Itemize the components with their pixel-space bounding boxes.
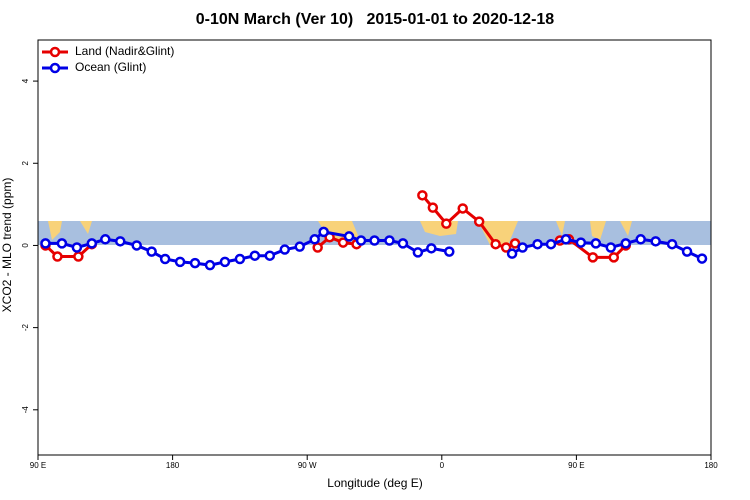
x-tick-label: 180 (166, 461, 180, 470)
data-point (620, 238, 632, 249)
data-point (115, 236, 126, 247)
data-point (146, 246, 157, 257)
data-point (56, 238, 68, 249)
data-point (369, 235, 380, 246)
data-point (219, 256, 231, 268)
data-point (441, 218, 452, 229)
x-tick-label: 180 (704, 461, 718, 470)
legend-label: Ocean (Glint) (75, 60, 146, 74)
data-point (279, 244, 291, 255)
data-point (473, 216, 485, 227)
land-shape (80, 221, 92, 234)
data-point (312, 242, 323, 253)
x-tick-label: 0 (440, 461, 445, 470)
data-point (249, 250, 261, 261)
land-shape (556, 221, 565, 236)
data-point (666, 238, 678, 250)
data-point (100, 234, 111, 245)
data-point (545, 238, 557, 250)
data-point (517, 242, 528, 253)
legend: Land (Nadir&Glint) Ocean (Glint) (42, 44, 174, 74)
data-point (204, 259, 216, 271)
chart-title: 0-10N March (Ver 10) 2015-01-01 to 2020-… (196, 11, 555, 28)
y-axis-label: XCO2 - MLO trend (ppm) (0, 178, 14, 313)
data-point (174, 256, 186, 268)
data-point (318, 226, 329, 238)
data-point (309, 234, 320, 245)
data-point (575, 237, 587, 248)
data-point (343, 231, 355, 242)
land-shape (48, 221, 62, 240)
data-point (635, 234, 646, 245)
x-axis-label: Longitude (deg E) (327, 476, 422, 490)
data-point (71, 242, 83, 253)
data-point (605, 242, 617, 253)
data-point (417, 190, 428, 201)
legend-marker (49, 46, 61, 58)
data-point (506, 248, 518, 259)
data-point (457, 203, 468, 214)
data-point (159, 253, 171, 265)
data-point (590, 238, 602, 249)
data-point (294, 241, 305, 252)
data-point (426, 243, 437, 254)
data-point (73, 251, 84, 262)
data-point (337, 237, 349, 248)
data-point (696, 253, 708, 264)
x-tick-label: 90 E (568, 461, 584, 470)
land-shape (620, 221, 632, 236)
data-point (490, 238, 501, 250)
data-point (427, 202, 439, 213)
data-point (532, 238, 543, 250)
y-tick-label: -4 (21, 406, 30, 414)
data-point (40, 238, 51, 249)
plot-frame (37, 39, 712, 456)
data-point (500, 242, 512, 253)
data-point (650, 236, 661, 247)
data-point (264, 250, 276, 261)
legend-label: Land (Nadir&Glint) (75, 44, 174, 58)
x-tick-label: 90 W (298, 461, 317, 470)
data-point (587, 252, 599, 263)
data-point (608, 252, 620, 263)
series-line (44, 194, 627, 259)
land-shape (478, 221, 518, 245)
y-tick-label: -2 (21, 324, 30, 332)
data-point (52, 251, 63, 262)
y-tick-label: 2 (21, 160, 30, 165)
data-point (234, 253, 246, 265)
data-point (444, 246, 455, 257)
y-tick-label: 0 (21, 243, 30, 248)
y-tick-label: 4 (21, 78, 30, 83)
data-point (509, 238, 521, 249)
x-tick-label: 90 E (30, 461, 46, 470)
data-point (560, 234, 572, 245)
land-shape (590, 221, 606, 240)
data-point (86, 238, 98, 249)
data-point (384, 235, 395, 246)
data-point (412, 247, 424, 258)
legend-marker (49, 62, 61, 74)
data-point (189, 257, 201, 269)
data-point (397, 238, 409, 249)
data-point (355, 235, 367, 246)
data-point (681, 246, 693, 257)
data-point (131, 240, 142, 251)
